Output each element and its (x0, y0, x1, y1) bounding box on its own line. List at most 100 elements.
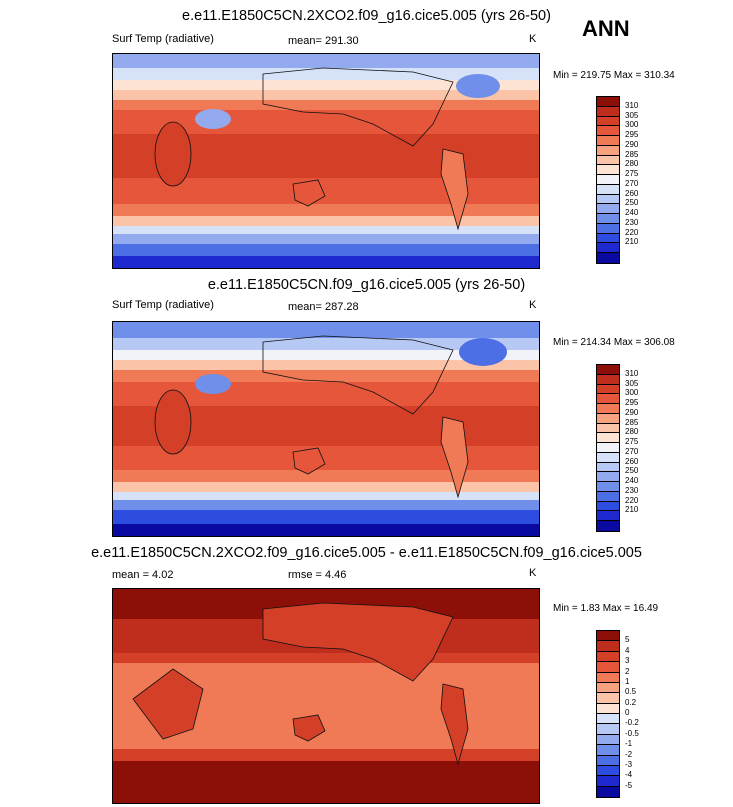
colorbar-swatch (597, 651, 619, 663)
panel-2-variable-label: Surf Temp (radiative) (112, 299, 214, 311)
colorbar-level-label: 3 (625, 656, 630, 666)
colorbar-level-label: 295 (625, 398, 639, 408)
colorbar-level-label: 295 (625, 130, 639, 140)
colorbar-level-label: 230 (625, 217, 639, 227)
colorbar-level-label: 230 (625, 485, 639, 495)
colorbar-level-label: 280 (625, 159, 639, 169)
panel-3-mean-label: mean = 4.02 (112, 569, 174, 581)
panel-1-colorbar-labels: 310 305 300 295 290 285 280 275 270 260 250 240 230 2… (623, 96, 663, 262)
colorbar-swatch (597, 145, 619, 156)
colorbar-level-label: 220 (625, 227, 639, 237)
colorbar-swatch (597, 724, 619, 735)
colorbar-swatch (597, 106, 619, 117)
panel-1-map (112, 53, 540, 269)
panel-3-minmax: Min = 1.83 Max = 16.49 (553, 603, 659, 614)
colorbar-level-label: 270 (625, 178, 639, 188)
panel-2-colorbar-labels: 310 305 300 295 290 285 280 275 270 260 250 240 230 2… (623, 364, 663, 530)
colorbar-swatch (597, 443, 619, 453)
panel-3-colorbar (596, 630, 620, 798)
colorbar-swatch (597, 682, 619, 694)
colorbar-swatch (597, 734, 619, 746)
colorbar-level-label: 240 (625, 208, 639, 218)
colorbar-swatch (597, 184, 619, 195)
colorbar-swatch (597, 204, 619, 214)
colorbar-swatch (597, 511, 619, 521)
colorbar-level-label: 260 (625, 188, 639, 198)
colorbar-swatch (597, 233, 619, 244)
panel-1-title: e.e11.E1850C5CN.2XCO2.f09_g16.cice5.005 … (182, 8, 551, 24)
season-label: ANN (582, 16, 630, 41)
colorbar-swatch (597, 243, 619, 253)
colorbar-level-label: 250 (625, 198, 639, 208)
colorbar-level-label: 210 (625, 237, 639, 247)
colorbar-level-label: -0.5 (625, 728, 639, 738)
colorbar-swatch (597, 214, 619, 224)
panel-1-antarctic-band (113, 244, 539, 256)
panel-2-title: e.e11.E1850C5CN.f09_g16.cice5.005 (yrs 2… (207, 277, 526, 293)
colorbar-swatch (597, 641, 619, 652)
colorbar-swatch (597, 714, 619, 725)
colorbar-level-label: 300 (625, 120, 639, 130)
colorbar-level-label: 275 (625, 169, 639, 179)
panel-2-mean-label: mean= 287.28 (288, 301, 359, 313)
panel-2-map (112, 321, 540, 537)
colorbar-level-label: 240 (625, 476, 639, 486)
colorbar-level-label: -4 (625, 770, 633, 780)
colorbar-level-label: 0 (625, 708, 630, 717)
colorbar-swatch (597, 462, 619, 473)
colorbar-swatch (597, 136, 619, 146)
panel-2-units: K (529, 299, 537, 311)
panel-1-arctic-band (113, 54, 539, 68)
colorbar-swatch (597, 165, 619, 175)
panel-1-variable-label: Surf Temp (radiative) (112, 33, 214, 45)
colorbar-level-label: -2 (625, 749, 633, 759)
colorbar-swatch (597, 755, 619, 766)
colorbar-level-label: 285 (625, 417, 639, 427)
colorbar-level-label: 250 (625, 466, 639, 476)
colorbar-level-label: 2 (625, 666, 630, 676)
colorbar-swatch (597, 116, 619, 127)
colorbar-swatch (597, 423, 619, 434)
colorbar-swatch (597, 786, 619, 797)
panel-2-arctic-band (113, 322, 539, 338)
colorbar-swatch (597, 384, 619, 395)
colorbar-swatch (597, 223, 619, 234)
colorbar-swatch (597, 155, 619, 166)
colorbar-level-label: 4 (625, 645, 630, 655)
colorbar-level-label: 220 (625, 495, 639, 505)
colorbar-swatch (597, 521, 619, 531)
colorbar-level-label: 260 (625, 456, 639, 466)
panel-2-antarctic-band (113, 510, 539, 524)
panel-1-colorbar (596, 96, 620, 264)
colorbar-swatch (597, 662, 619, 673)
colorbar-swatch (597, 404, 619, 414)
colorbar-swatch (597, 631, 619, 642)
colorbar-swatch (597, 472, 619, 482)
colorbar-level-label: -5 (625, 780, 633, 790)
panel-3-map (112, 588, 540, 804)
colorbar-swatch (597, 765, 619, 777)
colorbar-swatch (597, 703, 619, 714)
colorbar-swatch (597, 374, 619, 385)
colorbar-swatch (597, 693, 619, 704)
colorbar-swatch (597, 672, 619, 683)
colorbar-level-label: 310 (625, 100, 639, 110)
colorbar-level-label: 0.5 (625, 687, 637, 697)
colorbar-level-label: 275 (625, 437, 639, 447)
colorbar-swatch (597, 97, 619, 107)
colorbar-swatch (597, 745, 619, 756)
colorbar-swatch (597, 501, 619, 512)
colorbar-swatch (597, 452, 619, 463)
colorbar-level-label: 290 (625, 139, 639, 149)
colorbar-level-label: 305 (625, 110, 639, 120)
colorbar-swatch (597, 194, 619, 205)
panel-3-title: e.e11.E1850C5CN.2XCO2.f09_g16.cice5.005 … (91, 545, 642, 561)
colorbar-swatch (597, 433, 619, 443)
colorbar-level-label: 5 (625, 635, 630, 645)
colorbar-level-label: -1 (625, 739, 633, 749)
panel-1-units: K (529, 33, 537, 45)
panel-3-rmse-label: rmse = 4.46 (288, 569, 347, 581)
colorbar-swatch (597, 126, 619, 136)
colorbar-level-label: 210 (625, 505, 639, 515)
panel-2-minmax: Min = 214.34 Max = 306.08 (553, 337, 675, 348)
